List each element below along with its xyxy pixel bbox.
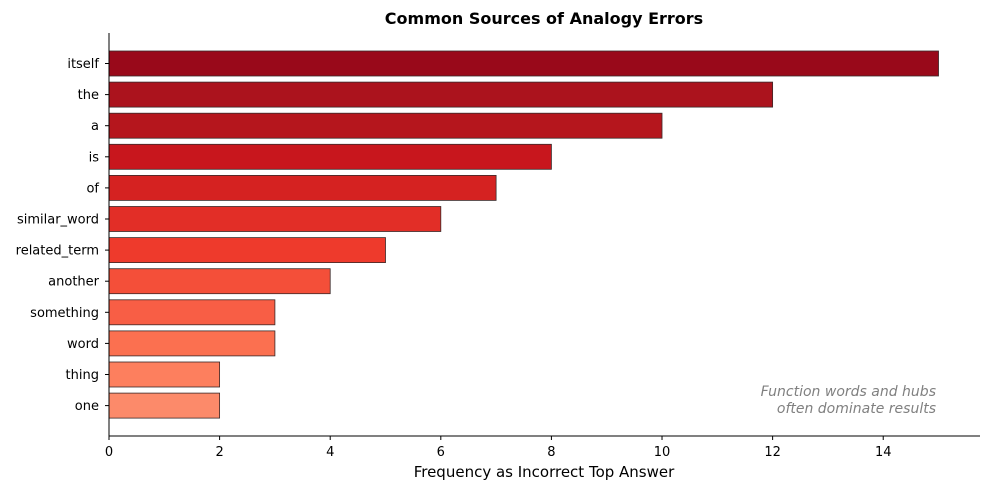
annotation-line-1: Function words and hubs [761, 384, 936, 400]
y-tick-label-of: of [86, 181, 99, 196]
bar-the [108, 81, 774, 108]
bar-related_term [108, 237, 386, 264]
y-tick-labels: itself the a is of similar_word related_terman… [16, 57, 109, 414]
x-tick-label: 4 [326, 445, 334, 460]
y-tick-label-a: a [91, 119, 99, 134]
y-tick-label-the: the [78, 88, 99, 103]
bar-itself [108, 50, 939, 77]
x-tick-label: 6 [437, 445, 445, 460]
y-tick-label-related_term: related_term [16, 244, 99, 259]
bar-one [108, 392, 221, 419]
y-tick-label-something: something [30, 306, 99, 321]
bar-word [108, 330, 276, 357]
bar-of [108, 174, 497, 201]
y-tick-label-itself: itself [67, 57, 99, 72]
x-tick-label: 14 [875, 445, 892, 460]
x-tick-label: 12 [764, 445, 781, 460]
bar-similar_word [108, 206, 442, 232]
y-tick-label-word: word [67, 337, 99, 352]
x-tick-label: 2 [215, 445, 223, 460]
bar-thing [108, 361, 221, 388]
bars-group [108, 50, 939, 419]
chart-title: Common Sources of Analogy Errors [385, 9, 703, 28]
bar-a [108, 112, 663, 139]
y-tick-label-thing: thing [66, 368, 99, 383]
y-tick-label-similar_word: similar_word [17, 213, 99, 228]
y-tick-label-another: another [48, 275, 99, 290]
bar-is [108, 143, 552, 170]
annotation-line-2: often dominate results [777, 401, 936, 417]
y-tick-label-is: is [89, 150, 100, 165]
x-tick-label: 0 [105, 445, 113, 460]
x-tick-label: 8 [547, 445, 555, 460]
bar-another [108, 268, 331, 295]
y-tick-label-one: one [75, 399, 99, 414]
x-axis-label: Frequency as Incorrect Top Answer [414, 463, 675, 481]
x-tick-labels: 0 2 4 6 8 10 12 14 [105, 436, 892, 460]
x-tick-label: 10 [654, 445, 671, 460]
bar-something [108, 299, 276, 326]
